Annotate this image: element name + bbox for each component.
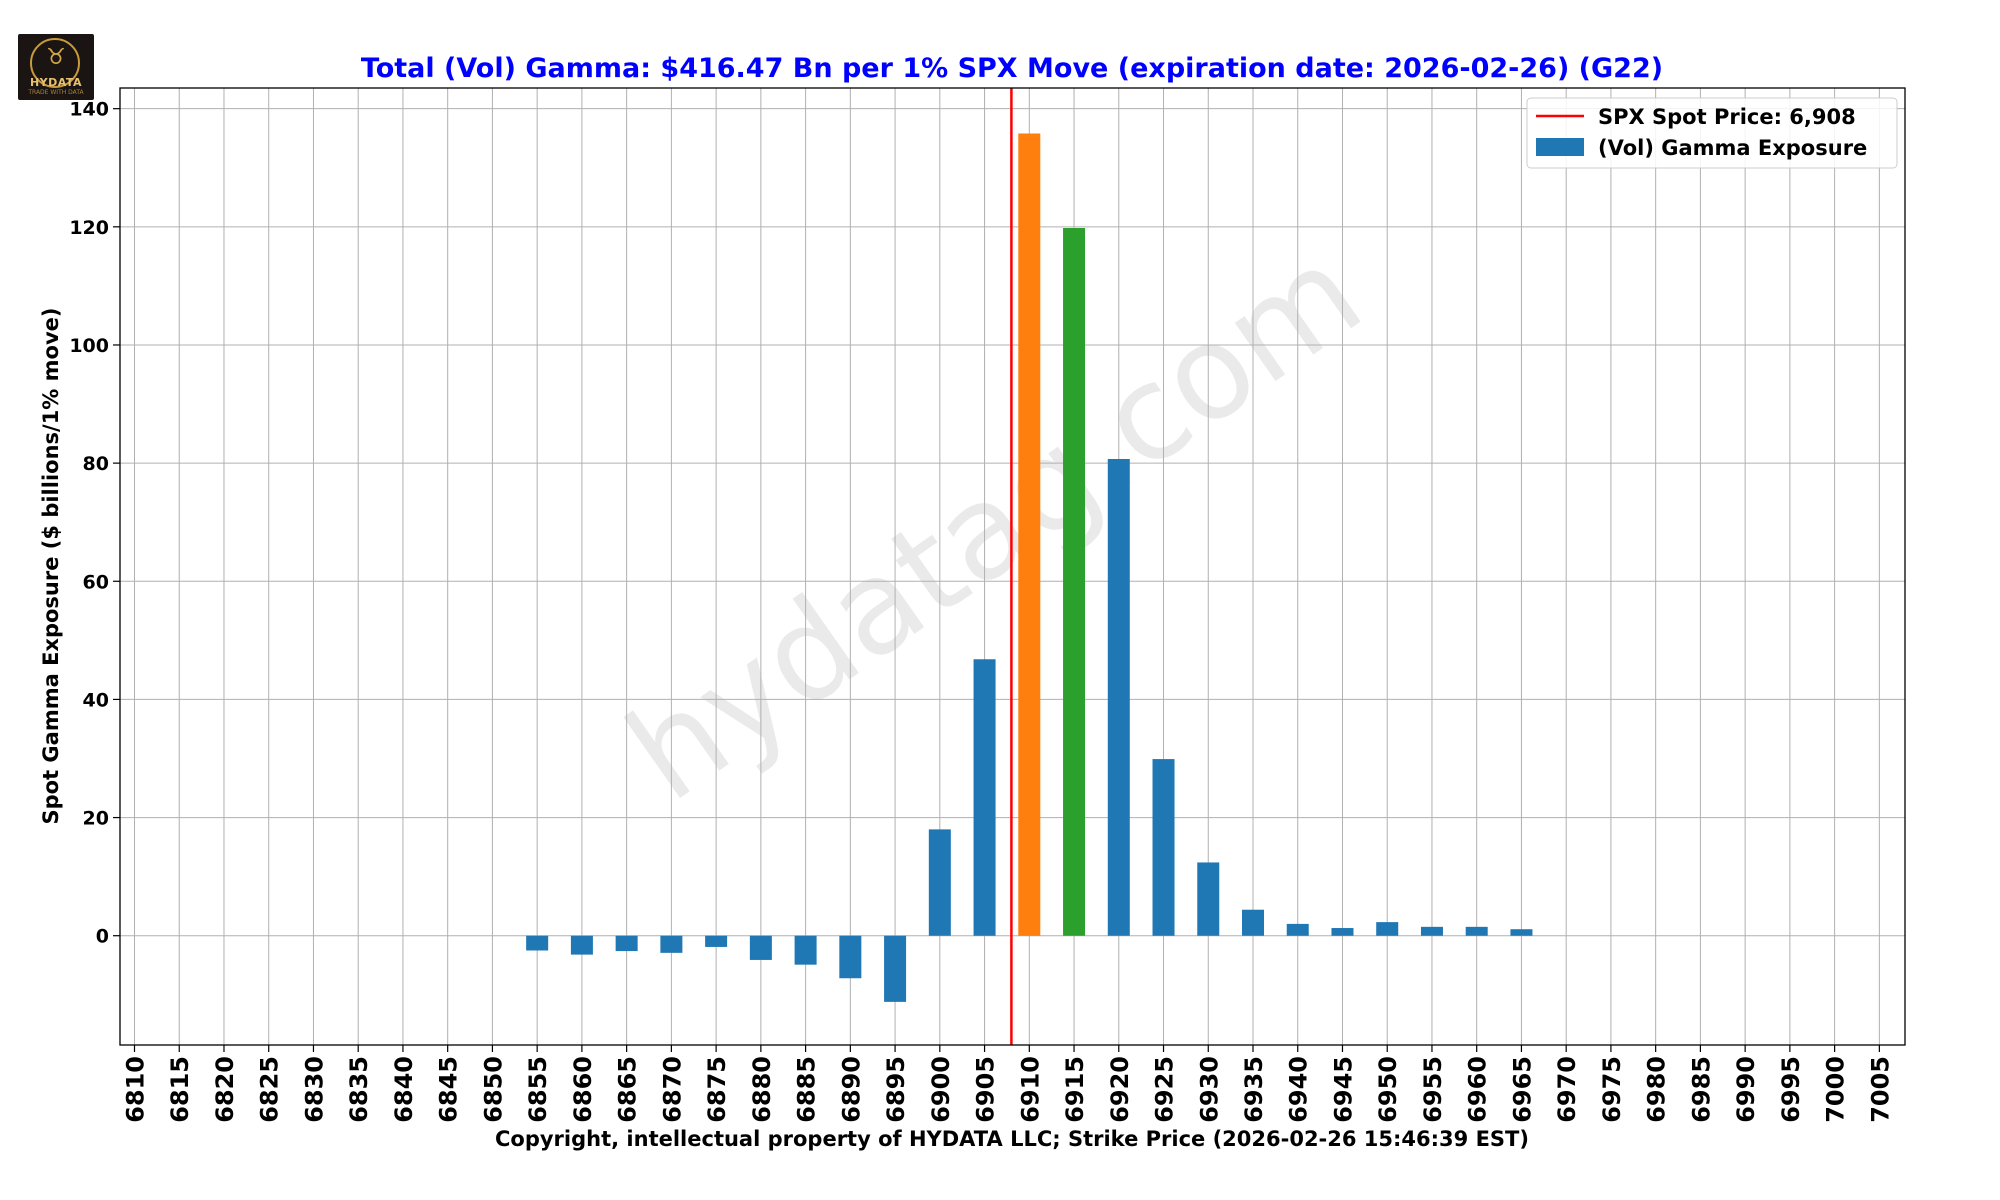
bar-6950 [1376,922,1399,936]
hydata-logo: ♉ HYDATA TRADE WITH DATA [18,34,94,100]
logo-ring [30,38,80,88]
bar-6940 [1286,923,1309,936]
x-tick-label: 6990 [1732,1056,1760,1123]
logo-text: HYDATA [29,76,83,89]
bull-icon: ♉ [46,45,66,70]
x-tick-label: 6905 [972,1056,1000,1123]
x-tick-label: 7000 [1822,1056,1850,1123]
x-tick-label: 6980 [1643,1056,1671,1123]
bar-6890 [839,935,862,979]
bar-6875 [705,935,728,947]
legend-gamma-label: (Vol) Gamma Exposure [1598,136,1867,160]
y-axis-ticks: 0 20 40 60 80 100 120 140 [69,99,120,948]
x-tick-label: 6885 [793,1056,821,1123]
x-tick-label: 6955 [1419,1056,1447,1123]
legend: SPX Spot Price: 6,908 (Vol) Gamma Exposu… [1526,97,1898,169]
x-tick-label: 6910 [1016,1056,1044,1123]
bar-6915 [1063,228,1086,936]
x-tick-label: 6985 [1687,1056,1715,1123]
bar-6880 [749,935,772,960]
x-tick-label: 6850 [479,1056,507,1123]
x-tick-label: 6825 [256,1056,284,1123]
x-tick-label: 6965 [1508,1056,1536,1123]
x-tick-label: 6920 [1106,1056,1134,1123]
x-tick-label: 6995 [1777,1056,1805,1123]
bar-6855 [526,935,549,951]
x-tick-label: 6875 [703,1056,731,1123]
y-tick-label: 120 [69,217,109,239]
x-tick-label: 6895 [882,1056,910,1123]
bar-6885 [794,935,817,965]
x-tick-label: 7005 [1866,1056,1894,1123]
legend-spot-label: SPX Spot Price: 6,908 [1598,105,1856,129]
x-tick-label: 6930 [1195,1056,1223,1123]
x-tick-label: 6915 [1061,1056,1089,1123]
grid [120,88,1905,1045]
x-tick-label: 6945 [1329,1056,1357,1123]
bar-6945 [1331,928,1354,936]
x-tick-label: 6815 [166,1056,194,1123]
bar-6900 [928,829,951,936]
x-tick-label: 6870 [658,1056,686,1123]
legend-gamma-swatch [1536,138,1584,156]
x-tick-label: 6860 [569,1056,597,1123]
bar-6960 [1465,926,1488,936]
y-tick-label: 20 [83,808,109,830]
x-tick-label: 6925 [1151,1056,1179,1123]
bar-6860 [570,935,593,955]
x-tick-label: 6940 [1285,1056,1313,1123]
bar-6925 [1152,759,1175,936]
x-axis-ticks: 6810 6815 6820 6825 6830 6835 6840 6845 6850 6855… [122,1045,1894,1123]
plot-frame [119,87,1906,1046]
x-tick-label: 6890 [837,1056,865,1123]
x-tick-label: 6960 [1464,1056,1492,1123]
x-tick-label: 6855 [524,1056,552,1123]
bar-6895 [884,935,907,1002]
x-tick-label: 6950 [1374,1056,1402,1123]
bar-6935 [1242,909,1264,936]
bar-6865 [615,935,638,952]
legend-box [1526,97,1898,169]
bar-6910 [1018,133,1041,936]
x-tick-label: 6810 [122,1056,150,1123]
x-tick-label: 6840 [390,1056,418,1123]
x-tick-label: 6835 [345,1056,373,1123]
x-tick-label: 6900 [927,1056,955,1123]
x-tick-label: 6820 [211,1056,239,1123]
y-tick-label: 140 [69,99,109,121]
bar-6955 [1420,926,1443,936]
x-tick-label: 6830 [300,1056,328,1123]
bar-6930 [1197,862,1220,936]
x-tick-label: 6975 [1598,1056,1626,1123]
y-tick-label: 100 [69,335,109,357]
bar-6905 [973,659,996,936]
bars [526,133,1533,1002]
x-axis-label: Copyright, intellectual property of HYDA… [495,1127,1529,1151]
y-tick-label: 0 [96,926,109,948]
logo-subtext: TRADE WITH DATA [28,89,84,96]
x-tick-label: 6845 [435,1056,463,1123]
bar-6965 [1510,929,1533,936]
x-tick-label: 6935 [1240,1056,1268,1123]
y-tick-label: 80 [83,453,109,475]
x-tick-label: 6880 [748,1056,776,1123]
y-tick-label: 60 [83,571,109,593]
bar-6920 [1107,458,1130,936]
x-tick-label: 6865 [614,1056,642,1123]
x-tick-label: 6970 [1553,1056,1581,1123]
y-axis-label: Spot Gamma Exposure ($ billions/1% move) [39,308,63,825]
y-tick-label: 40 [83,689,109,711]
chart-title: Total (Vol) Gamma: $416.47 Bn per 1% SPX… [361,53,1663,84]
bar-6870 [660,935,683,953]
